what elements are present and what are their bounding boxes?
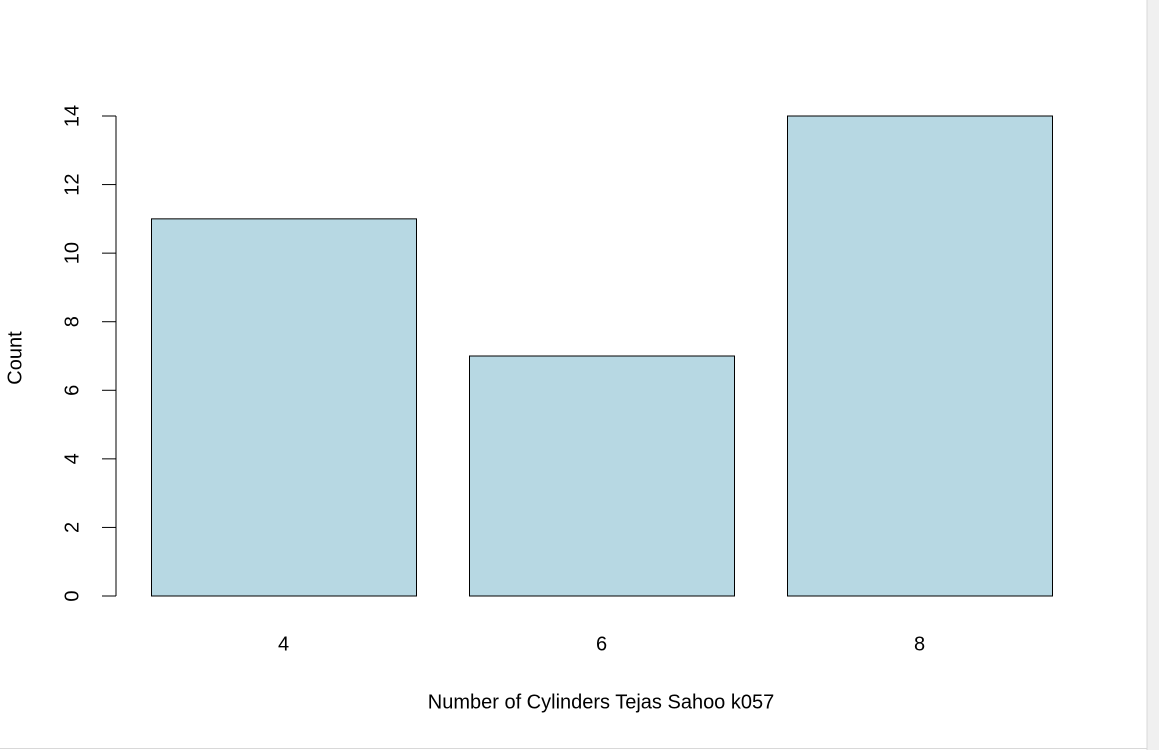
y-tick-label: 12 [61, 173, 83, 195]
y-tick-label: 10 [61, 242, 83, 264]
x-tick-label: 8 [914, 633, 925, 655]
bar [151, 218, 417, 597]
window-edge [1147, 0, 1159, 750]
x-tick-label: 6 [596, 633, 607, 655]
y-tick-label: 6 [61, 385, 83, 396]
bar [787, 115, 1053, 597]
y-tick-label: 14 [61, 105, 83, 127]
y-tick-label: 8 [61, 316, 83, 327]
y-tick-label: 4 [61, 453, 83, 464]
y-tick-label: 2 [61, 522, 83, 533]
y-tick-label: 0 [61, 590, 83, 601]
x-tick-label: 4 [278, 633, 289, 655]
bar [469, 355, 735, 597]
x-axis-label: Number of Cylinders Tejas Sahoo k057 [428, 691, 774, 713]
y-axis-label: Count [4, 331, 26, 385]
